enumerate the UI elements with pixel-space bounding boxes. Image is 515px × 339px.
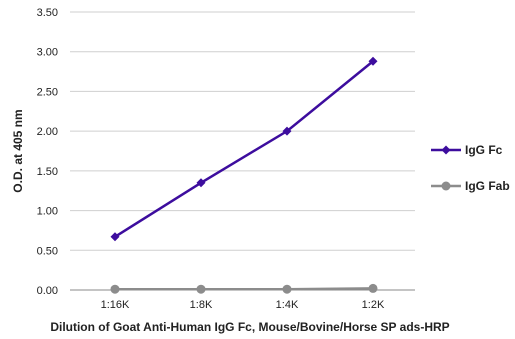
data-point <box>110 232 120 242</box>
x-tick-label: 1:8K <box>190 299 213 311</box>
y-tick-label: 2.50 <box>37 86 58 98</box>
gridlines <box>70 11 415 291</box>
data-point <box>196 178 206 188</box>
x-tick-label: 1:16K <box>101 299 130 311</box>
data-point <box>368 56 378 66</box>
y-axis-title: O.D. at 405 nm <box>11 109 25 192</box>
y-tick-labels: 0.00 0.50 1.00 1.50 2.00 2.50 3.00 3.50 <box>37 7 58 297</box>
series-layer <box>110 56 378 294</box>
y-tick-label: 0.00 <box>37 285 58 297</box>
data-point <box>368 283 378 293</box>
data-point <box>282 284 292 294</box>
x-tick-labels: 1:16K 1:8K 1:4K 1:2K <box>101 299 385 311</box>
y-tick-label: 1.00 <box>37 206 58 218</box>
data-point <box>110 284 120 294</box>
y-tick-label: 3.00 <box>37 47 58 59</box>
y-tick-label: 1.50 <box>37 166 58 178</box>
y-tick-label: 0.50 <box>37 245 58 257</box>
data-point <box>282 126 292 136</box>
data-point <box>196 284 206 294</box>
legend-item: IgG Fab <box>431 179 510 193</box>
legend-label: IgG Fab <box>465 179 510 193</box>
series-line-igg-fab <box>115 287 374 291</box>
x-tick-label: 1:4K <box>276 299 299 311</box>
legend-item: IgG Fc <box>431 143 503 157</box>
x-axis-title: Dilution of Goat Anti-Human IgG Fc, Mous… <box>50 320 449 334</box>
series-igg-fc <box>110 56 378 242</box>
series-igg-fab <box>110 283 378 294</box>
legend-marker <box>441 145 451 155</box>
x-tick-label: 1:2K <box>362 299 385 311</box>
legend-marker <box>441 181 451 191</box>
legend: IgG Fc IgG Fab <box>431 143 510 193</box>
y-tick-label: 3.50 <box>37 7 58 19</box>
series-line-igg-fc <box>114 60 374 238</box>
y-tick-label: 2.00 <box>37 126 58 138</box>
legend-label: IgG Fc <box>465 143 503 157</box>
